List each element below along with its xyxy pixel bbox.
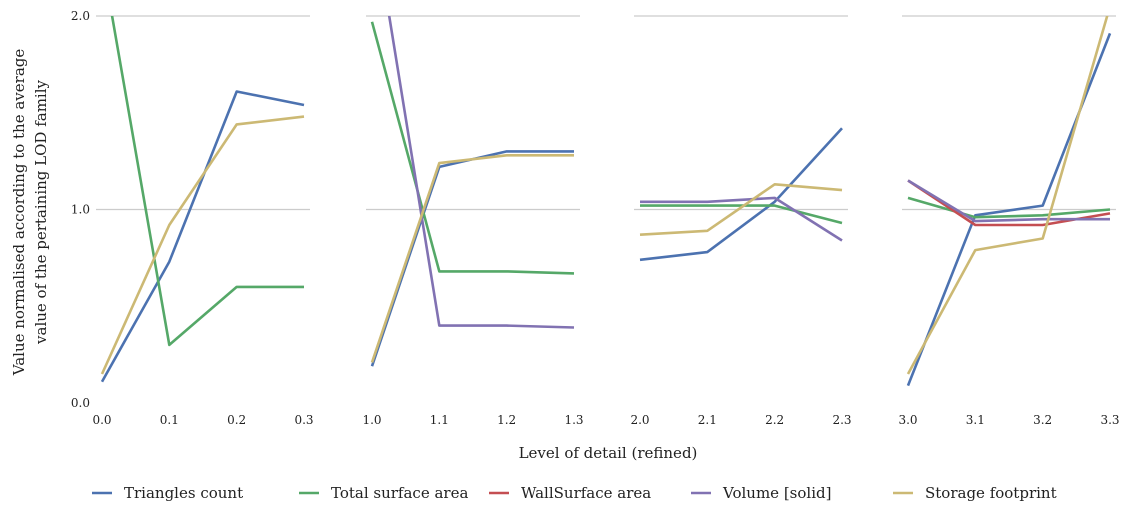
series-line-volume-solid [640, 196, 843, 242]
panel-lines [639, 127, 843, 262]
panel-3: 2.0 2.1 2.2 2.3 [630, 15, 852, 427]
x-tick-label: 2.3 [832, 413, 851, 427]
panel-lines [100, 16, 305, 383]
series-line-total-surface-area [110, 16, 304, 347]
panel-4: 3.0 3.1 3.2 3.3 [898, 15, 1120, 427]
series-line-total-surface-area [370, 21, 575, 275]
legend-item-storage-footprint: Storage footprint [893, 484, 1057, 502]
y-tick-label: 1.0 [71, 203, 90, 217]
legend: Triangles count Total surface area WallSur… [92, 484, 1057, 502]
x-tick-label: 3.3 [1100, 413, 1119, 427]
x-tick-label: 0.1 [160, 413, 179, 427]
x-tick-label: 1.0 [362, 413, 381, 427]
series-line-total-surface-area [907, 196, 1111, 219]
legend-label: Triangles count [124, 484, 243, 502]
panel-2: 1.0 1.1 1.2 1.3 [362, 15, 584, 427]
panel-lines [370, 16, 575, 367]
x-tick-label: 0.0 [92, 413, 111, 427]
chart-panels: 0.0 0.1 0.2 0.3 1.0 1.1 1.2 1.3 2.0 2.1 2.2 2.3 3.0 3… [71, 9, 1120, 427]
legend-item-total-surface-area: Total surface area [299, 484, 468, 502]
series-line-storage-footprint [639, 183, 843, 236]
series-line-storage-footprint [370, 154, 574, 363]
x-tick-label: 3.0 [898, 413, 917, 427]
legend-item-triangles-count: Triangles count [92, 484, 243, 502]
legend-label: Volume [solid] [722, 484, 831, 502]
y-tick-label: 2.0 [71, 9, 90, 23]
x-tick-label: 1.3 [564, 413, 583, 427]
series-line-triangles-count [370, 150, 574, 367]
series-line-triangles-count [639, 127, 843, 262]
x-tick-label: 1.1 [430, 413, 449, 427]
x-axis-label: Level of detail (refined) [519, 444, 698, 462]
x-tick-label: 0.3 [294, 413, 313, 427]
panel-lines [906, 16, 1112, 387]
legend-label: Total surface area [331, 484, 468, 502]
series-line-storage-footprint [906, 16, 1109, 375]
series-line-volume-solid [387, 16, 575, 329]
x-tick-label: 3.1 [966, 413, 985, 427]
x-tick-label: 2.0 [630, 413, 649, 427]
x-tick-label: 3.2 [1033, 413, 1052, 427]
y-axis-label-line-2: value of the pertaining LOD family [32, 80, 50, 345]
legend-item-wallsurface-area: WallSurface area [489, 484, 651, 502]
x-tick-label: 2.1 [698, 413, 717, 427]
y-axis-label-line-1: Value normalised according to the averag… [10, 49, 28, 377]
legend-item-volume-solid: Volume [solid] [691, 484, 831, 502]
series-line-total-surface-area [640, 204, 843, 225]
x-tick-label: 0.2 [227, 413, 246, 427]
x-tick-label: 1.2 [497, 413, 516, 427]
series-line-volume-solid [907, 179, 1110, 223]
series-line-storage-footprint [100, 115, 305, 375]
legend-label: Storage footprint [925, 484, 1057, 502]
panel-1: 0.0 0.1 0.2 0.3 [92, 15, 314, 427]
legend-label: WallSurface area [521, 484, 651, 502]
x-tick-label: 2.2 [765, 413, 784, 427]
y-tick-label: 0.0 [71, 396, 90, 410]
